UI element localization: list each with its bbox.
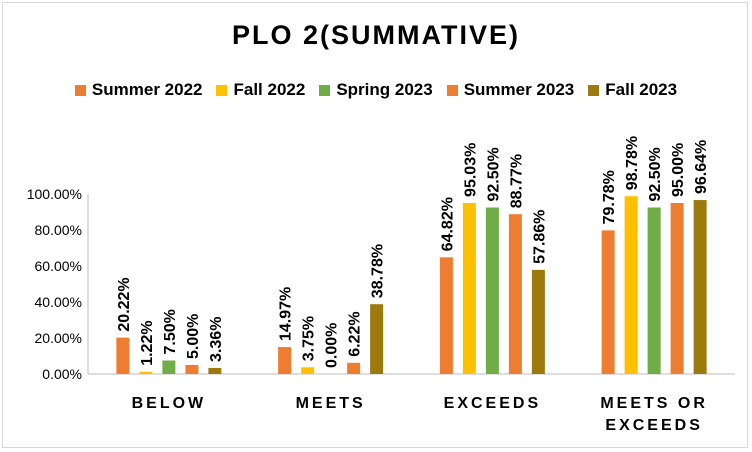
legend-swatch <box>588 84 600 96</box>
data-label: 98.78% <box>624 136 641 190</box>
bar <box>508 214 522 374</box>
data-label: 95.00% <box>670 143 687 197</box>
bar <box>162 360 176 374</box>
legend-label: Fall 2022 <box>233 80 306 99</box>
category-label: BELOW <box>132 395 207 412</box>
legend-item-1: Fall 2022 <box>216 80 305 100</box>
data-label: 5.00% <box>185 314 202 359</box>
legend-label: Fall 2023 <box>605 80 678 99</box>
legend-swatch <box>446 84 458 96</box>
y-tick-label: 20.00% <box>35 330 82 346</box>
legend-item-0: Summer 2022 <box>74 80 203 100</box>
legend-item-4: Fall 2023 <box>588 80 677 100</box>
legend-label: Summer 2023 <box>463 80 575 99</box>
data-label: 14.97% <box>278 287 295 341</box>
bar <box>301 367 315 374</box>
legend-label: Summer 2022 <box>91 80 203 99</box>
bar <box>485 207 499 374</box>
data-label: 3.75% <box>301 316 318 361</box>
data-label: 95.03% <box>462 143 479 197</box>
legend-swatch <box>216 84 228 96</box>
chart-legend: Summer 2022 Fall 2022 Spring 2023 Summer 20… <box>0 80 752 100</box>
bar <box>693 200 707 374</box>
bar <box>208 367 222 374</box>
category-label: EXCEEDS <box>444 395 541 412</box>
data-label: 92.50% <box>485 147 502 201</box>
bar <box>601 230 615 374</box>
legend-swatch <box>319 84 331 96</box>
legend-item-2: Spring 2023 <box>319 80 433 100</box>
bar <box>531 269 545 374</box>
bar <box>278 347 292 374</box>
legend-swatch <box>74 84 86 96</box>
data-label: 38.78% <box>370 244 387 298</box>
legend-item-3: Summer 2023 <box>446 80 575 100</box>
data-label: 20.22% <box>116 277 133 331</box>
data-label: 64.82% <box>439 197 456 251</box>
category-label: MEETS <box>296 395 366 412</box>
bar <box>116 337 130 374</box>
data-label: 92.50% <box>647 147 664 201</box>
bar <box>670 203 684 374</box>
legend-label: Spring 2023 <box>336 80 433 99</box>
data-label: 57.86% <box>531 210 548 264</box>
bar <box>370 304 384 374</box>
data-label: 6.22% <box>347 311 364 356</box>
bar <box>139 371 153 374</box>
bar <box>185 365 199 374</box>
data-label: 88.77% <box>508 154 525 208</box>
y-tick-label: 80.00% <box>35 222 82 238</box>
y-tick-label: 60.00% <box>35 258 82 274</box>
data-label: 0.00% <box>324 323 341 368</box>
data-label: 7.50% <box>162 309 179 354</box>
bar <box>647 207 661 374</box>
data-label: 96.64% <box>693 140 710 194</box>
bar <box>347 362 361 374</box>
chart-title: PLO 2(SUMMATIVE) <box>232 20 520 50</box>
bar <box>624 196 638 374</box>
y-tick-label: 0.00% <box>42 366 82 382</box>
data-label: 1.22% <box>139 320 156 365</box>
bar <box>439 257 453 374</box>
bar <box>462 202 476 374</box>
y-tick-label: 100.00% <box>27 186 82 202</box>
y-tick-label: 40.00% <box>35 294 82 310</box>
category-label: EXCEEDS <box>605 417 702 434</box>
data-label: 79.78% <box>601 170 618 224</box>
category-label: MEETS OR <box>600 395 708 412</box>
data-label: 3.36% <box>208 317 225 362</box>
